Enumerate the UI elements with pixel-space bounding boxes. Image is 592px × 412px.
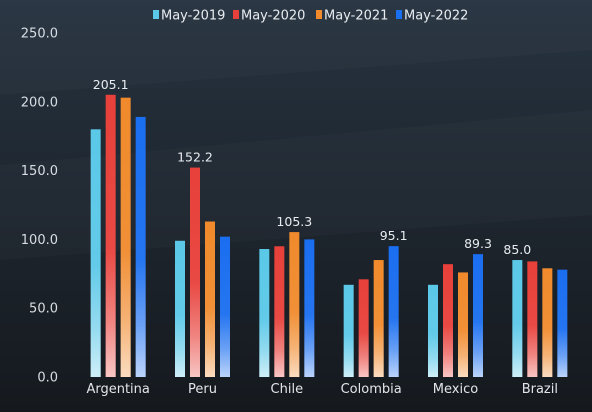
bar-brazil-may-2022 <box>557 269 568 377</box>
legend-label: May-2019 <box>161 9 225 24</box>
legend-swatch <box>396 10 402 19</box>
y-axis: 0.0 50.0 100.0 150.0 200.0 250.0 <box>21 27 58 386</box>
bar-colombia-may-2022 <box>388 246 399 377</box>
x-axis: Argentina Peru Chile Colombia Mexico Brazil <box>86 382 558 397</box>
bar-colombia-may-2021 <box>373 260 384 377</box>
y-tick-label: 150.0 <box>21 164 58 179</box>
bar-colombia-may-2019 <box>343 284 354 377</box>
bar-mexico-may-2022 <box>473 254 483 377</box>
data-label: 89.3 <box>464 236 492 251</box>
bar-argentina-may-2022 <box>135 116 146 377</box>
bar-argentina-may-2020 <box>105 94 116 377</box>
y-tick-label: 250.0 <box>21 27 58 42</box>
bar-mexico-may-2020 <box>443 264 453 377</box>
bar-peru-may-2021 <box>205 221 215 377</box>
x-category-label: Chile <box>271 382 304 397</box>
legend-item: May-2019 <box>153 9 225 24</box>
bars <box>90 94 568 377</box>
legend-swatch <box>233 10 239 19</box>
x-category-label: Argentina <box>86 382 149 397</box>
bar-chile-may-2020 <box>274 246 285 377</box>
x-category-label: Peru <box>188 382 217 397</box>
bar-peru-may-2020 <box>190 167 200 377</box>
x-category-label: Colombia <box>341 382 402 397</box>
legend-label: May-2021 <box>324 9 388 24</box>
bar-peru-may-2022 <box>220 236 230 377</box>
y-tick-label: 100.0 <box>21 233 58 248</box>
bar-mexico-may-2021 <box>458 272 468 377</box>
x-category-label: Mexico <box>433 382 478 397</box>
legend-label: May-2020 <box>241 9 305 24</box>
bar-mexico-may-2019 <box>428 284 438 377</box>
data-label: 85.0 <box>503 242 531 257</box>
bar-argentina-may-2019 <box>90 129 101 377</box>
bar-brazil-may-2019 <box>512 260 523 377</box>
y-tick-label: 50.0 <box>29 302 58 317</box>
data-label: 152.2 <box>177 150 213 165</box>
data-labels: 205.1 152.2 105.3 95.1 89.3 85.0 <box>93 77 532 257</box>
legend-item: May-2020 <box>233 9 305 24</box>
data-label: 105.3 <box>276 214 312 229</box>
bar-peru-may-2019 <box>175 240 185 377</box>
bar-argentina-may-2021 <box>120 97 131 377</box>
legend-item: May-2021 <box>316 9 388 24</box>
data-label: 205.1 <box>93 77 129 92</box>
legend: May-2019 May-2020 May-2021 May-2022 <box>153 9 468 24</box>
bar-colombia-may-2020 <box>358 279 369 377</box>
data-label: 95.1 <box>380 228 408 243</box>
legend-swatch <box>153 10 159 19</box>
legend-item: May-2022 <box>396 9 468 24</box>
legend-label: May-2022 <box>404 9 468 24</box>
y-tick-label: 200.0 <box>21 95 58 110</box>
bar-chile-may-2022 <box>304 239 315 377</box>
bar-chile-may-2021 <box>289 232 300 377</box>
x-category-label: Brazil <box>522 382 558 397</box>
y-tick-label: 0.0 <box>37 371 58 386</box>
bar-brazil-may-2020 <box>527 261 538 377</box>
bar-brazil-may-2021 <box>542 268 553 377</box>
bar-chile-may-2019 <box>259 249 270 377</box>
legend-swatch <box>316 10 322 19</box>
